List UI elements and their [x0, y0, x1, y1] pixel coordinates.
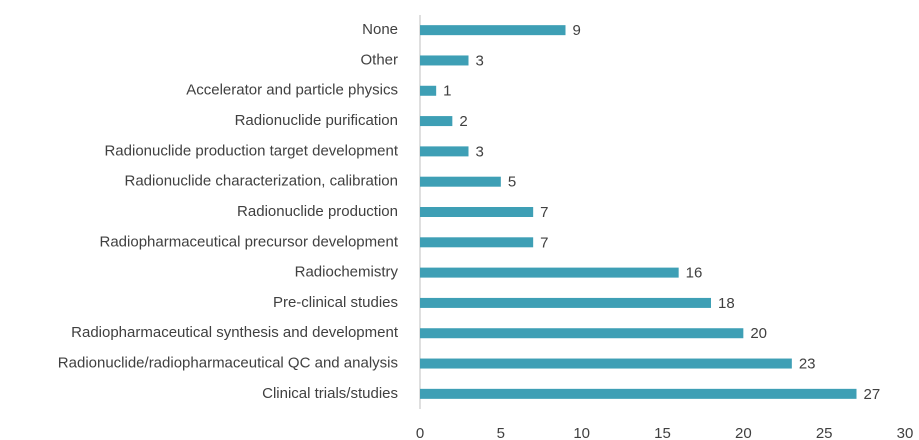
- bar: [420, 328, 744, 339]
- bar: [420, 267, 679, 278]
- bar: [420, 116, 453, 127]
- y-tick-label: Pre-clinical studies: [273, 294, 398, 311]
- y-tick-label: Radionuclide characterization, calibrati…: [125, 173, 399, 190]
- bar: [420, 297, 711, 308]
- data-label: 7: [540, 204, 548, 221]
- y-tick-label: Clinical trials/studies: [262, 385, 398, 402]
- data-label: 3: [476, 143, 484, 160]
- data-label: 5: [508, 174, 516, 191]
- data-label: 23: [799, 356, 816, 373]
- x-tick-label: 10: [573, 425, 590, 440]
- bar: [420, 176, 501, 187]
- x-tick-label: 25: [816, 425, 833, 440]
- y-tick-label: Radionuclide production target developme…: [104, 142, 398, 159]
- y-tick-label: Radionuclide/radiopharmaceutical QC and …: [58, 355, 398, 372]
- data-label: 7: [540, 234, 548, 251]
- y-tick-label: Radiopharmaceutical synthesis and develo…: [71, 324, 399, 341]
- bar: [420, 85, 437, 96]
- data-label: 18: [718, 295, 735, 312]
- data-label: 16: [686, 265, 703, 282]
- bar: [420, 207, 534, 217]
- x-tick-label: 15: [654, 425, 671, 440]
- y-tick-label: Other: [360, 51, 398, 68]
- bar: [420, 358, 792, 369]
- x-tick-label: 30: [897, 425, 914, 440]
- data-label: 27: [864, 386, 881, 403]
- data-label: 3: [476, 52, 484, 69]
- y-tick-label: Radionuclide purification: [235, 112, 398, 129]
- y-tick-label: Radionuclide production: [237, 203, 398, 220]
- data-label: 2: [459, 113, 467, 130]
- bar: [420, 388, 857, 399]
- y-tick-label: None: [362, 21, 398, 38]
- bar: [420, 25, 566, 36]
- data-label: 9: [573, 22, 581, 39]
- bar: [420, 237, 534, 248]
- data-label: 1: [443, 83, 451, 100]
- bar: [420, 55, 469, 66]
- x-tick-label: 5: [497, 425, 505, 440]
- y-tick-label: Radiochemistry: [295, 264, 399, 281]
- bar: [420, 146, 469, 157]
- y-tick-label: Radiopharmaceutical precursor developmen…: [100, 233, 399, 250]
- x-tick-label: 0: [416, 425, 424, 440]
- x-tick-label: 20: [735, 425, 752, 440]
- data-label: 20: [750, 325, 767, 342]
- y-tick-label: Accelerator and particle physics: [186, 82, 398, 99]
